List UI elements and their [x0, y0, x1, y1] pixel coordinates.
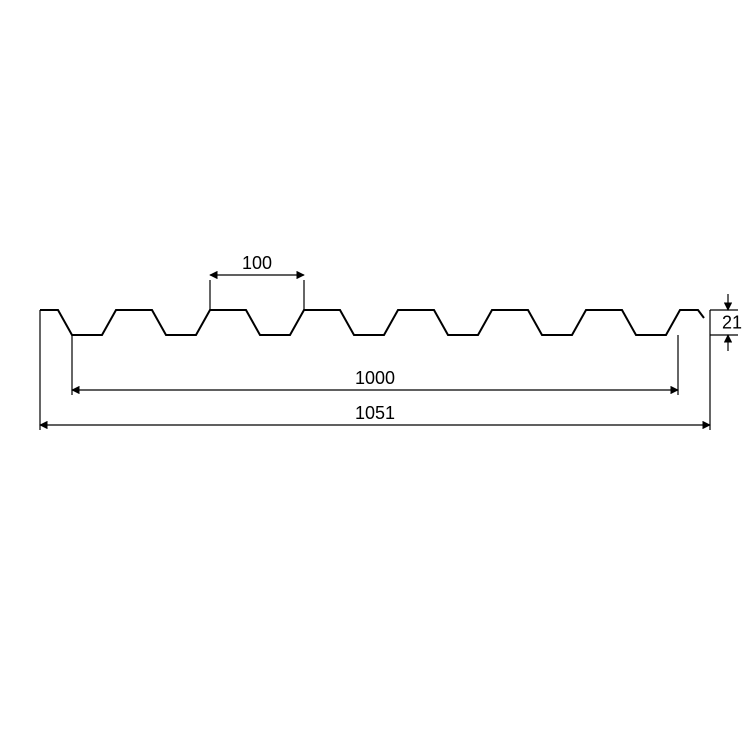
- sheet-profile-outline: [40, 310, 704, 335]
- dim-height-21-label: 21: [722, 313, 742, 333]
- profile-cross-section-diagram: 100 1000 1051 21: [0, 0, 750, 750]
- dim-width-1051-label: 1051: [355, 403, 395, 423]
- dim-pitch-100-label: 100: [242, 253, 272, 273]
- dim-width-1000-label: 1000: [355, 368, 395, 388]
